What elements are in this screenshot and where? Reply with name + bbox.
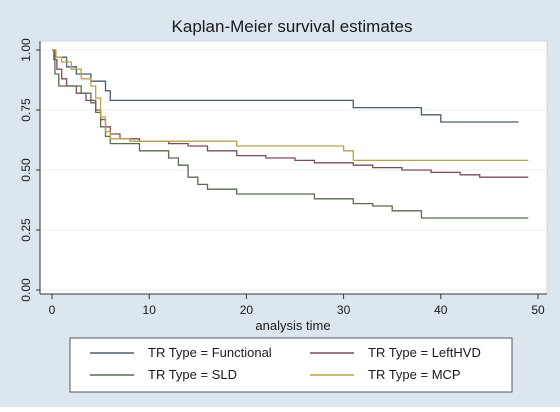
y-tick-label: 0.00: [19, 278, 33, 302]
series-lines: [52, 49, 529, 219]
x-axis-label: analysis time: [255, 318, 330, 333]
y-tick-label: 0.75: [19, 98, 33, 122]
grid-lines: [40, 49, 547, 291]
y-tick-label: 1.00: [19, 38, 33, 62]
axes: 0.00 0.25 0.50 0.75 1.00 0 10 20 30 40 50: [19, 38, 547, 317]
plot-area: [39, 40, 548, 295]
x-tick-label: 20: [240, 303, 254, 317]
legend-label: TR Type = MCP: [368, 367, 461, 382]
x-tick-label: 10: [143, 303, 157, 317]
legend-label: TR Type = LeftHVD: [368, 345, 481, 360]
legend: TR Type = Functional TR Type = LeftHVD TR …: [90, 345, 481, 382]
y-tick-label: 0.50: [19, 158, 33, 182]
x-tick-label: 30: [337, 303, 351, 317]
series-line-1: [52, 49, 519, 123]
y-tick-label: 0.25: [19, 218, 33, 242]
legend-box: [69, 337, 513, 393]
legend-label: TR Type = Functional: [148, 345, 272, 360]
series-line-4: [52, 49, 529, 162]
chart-title: Kaplan-Meier survival estimates: [172, 17, 413, 36]
series-line-3: [52, 49, 529, 219]
legend-label: TR Type = SLD: [148, 367, 237, 382]
x-tick-label: 0: [49, 303, 56, 317]
x-tick-label: 50: [531, 303, 545, 317]
x-tick-label: 40: [434, 303, 448, 317]
